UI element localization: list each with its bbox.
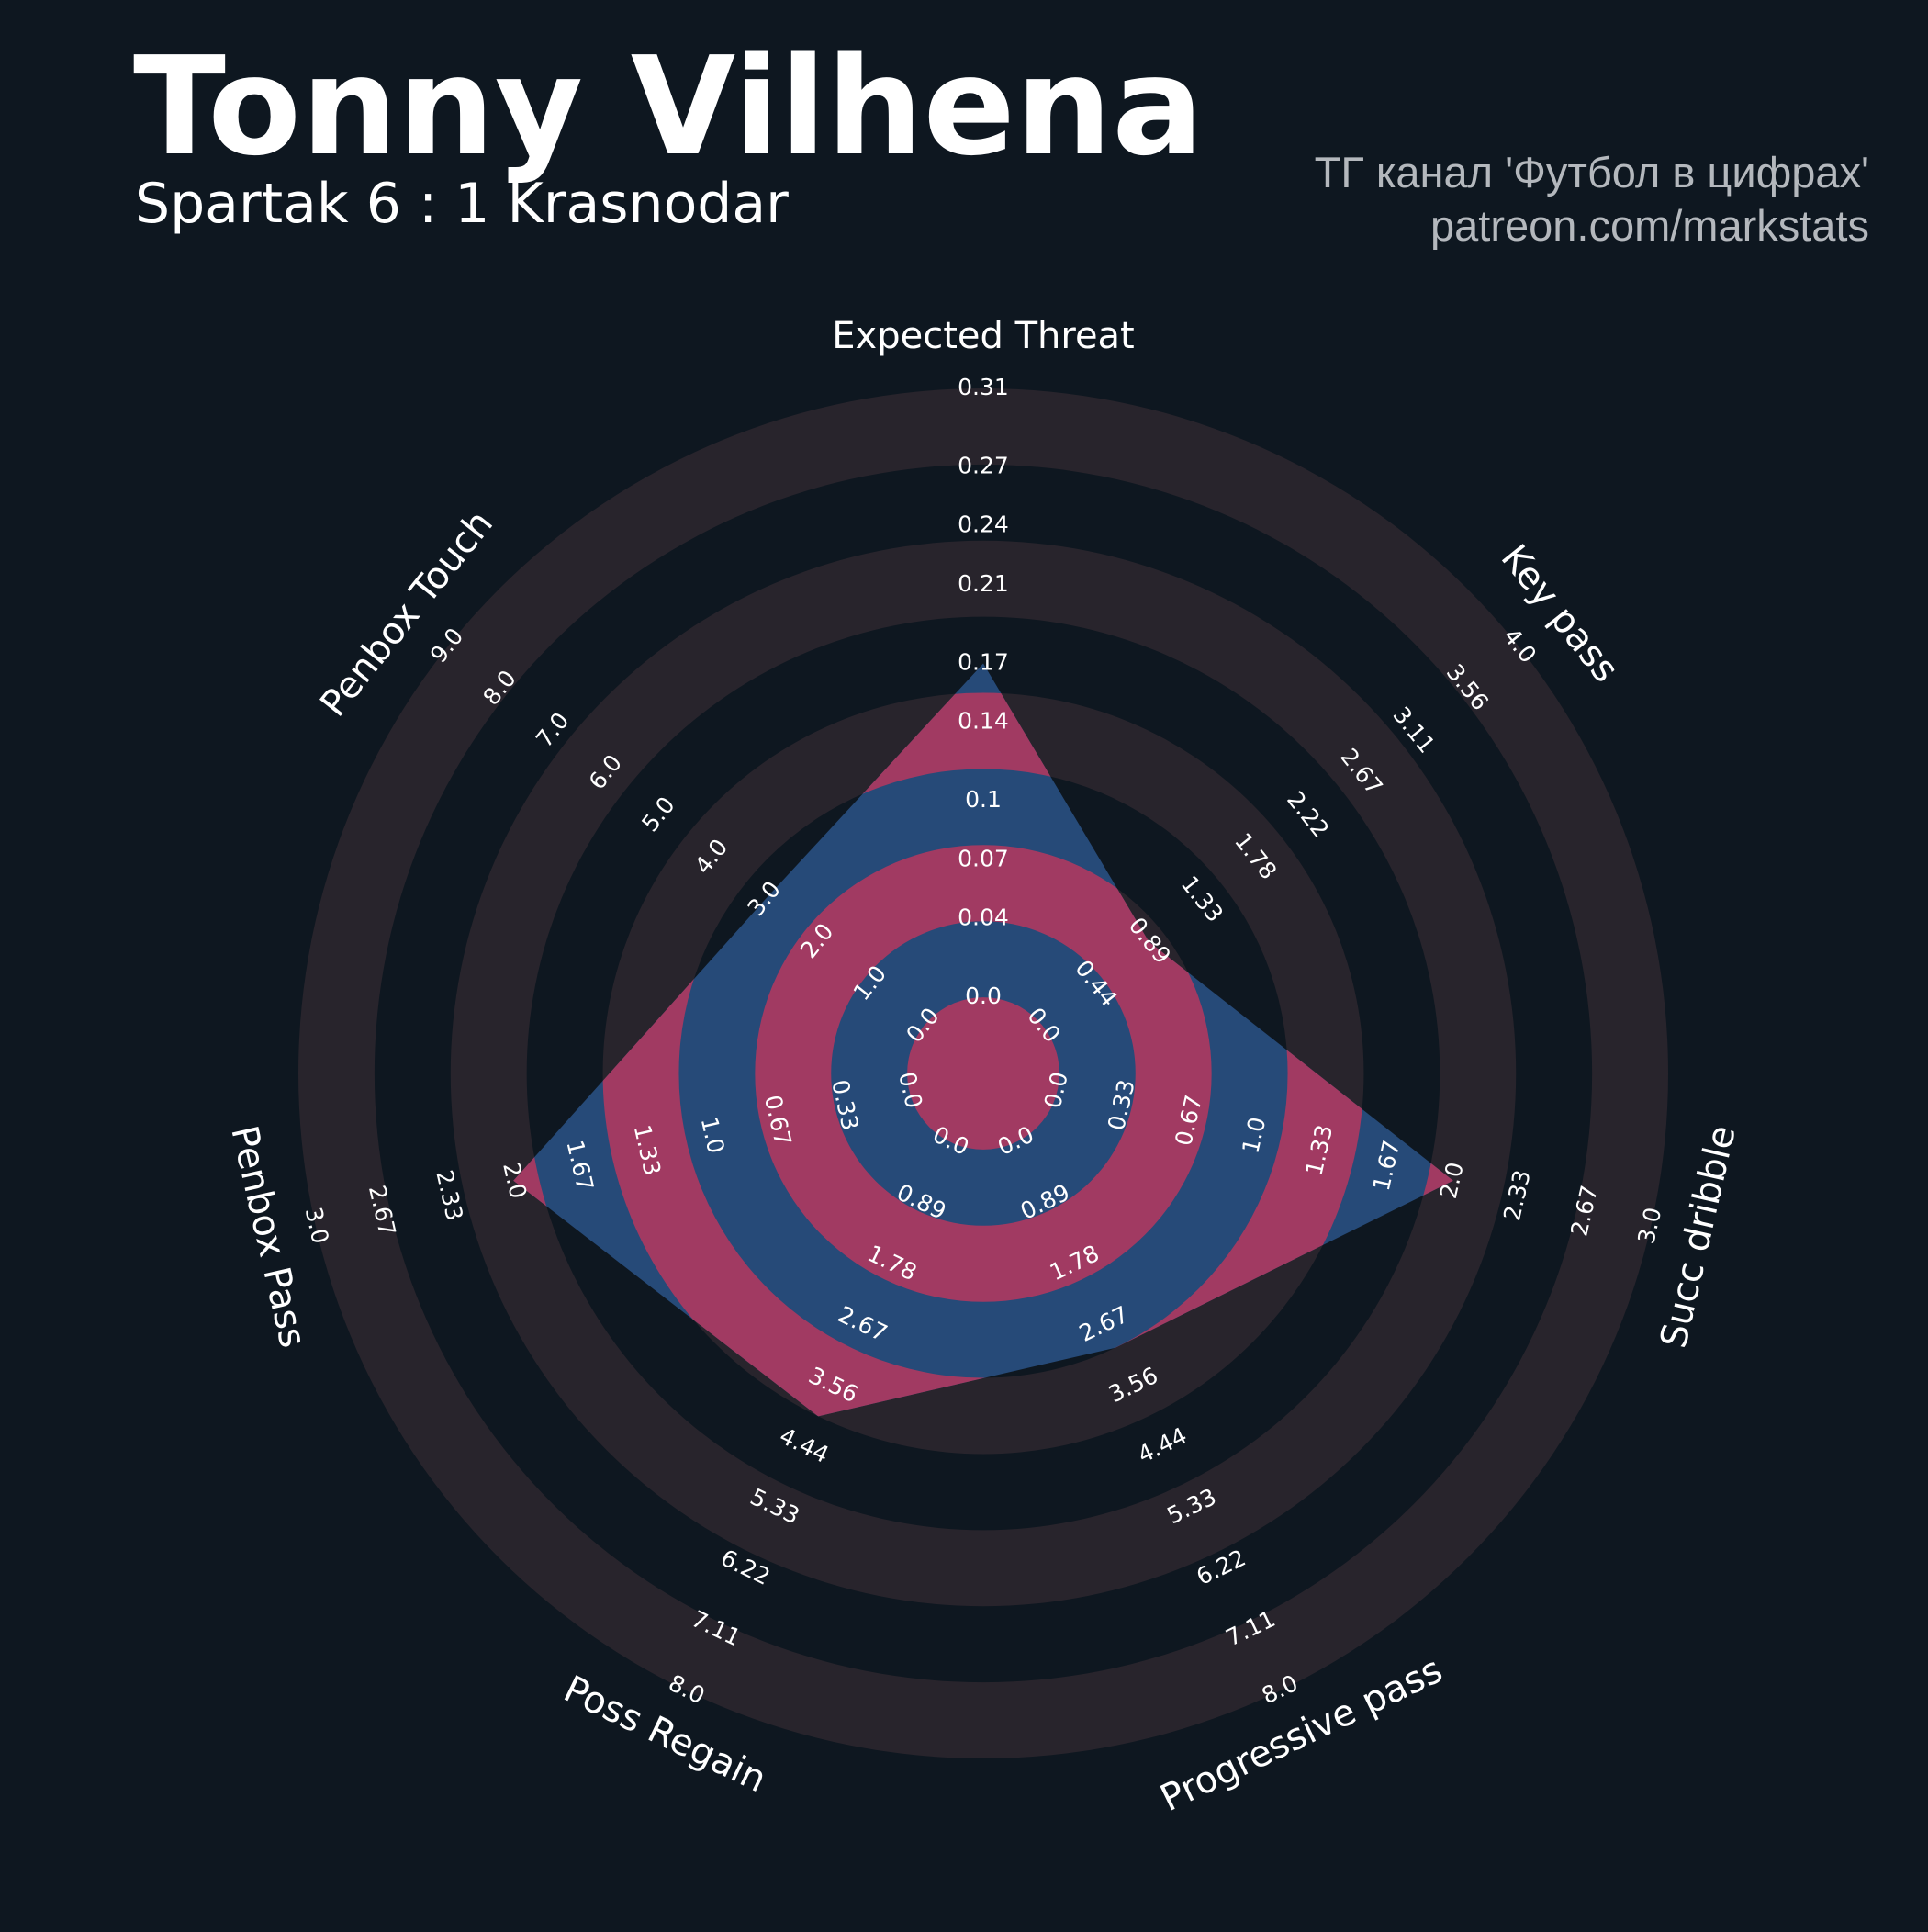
range-label: 0.27 [958,453,1009,479]
ring-overlap-band [907,997,1059,1150]
range-label: 4.44 [776,1422,834,1468]
param-label: Succ dribble [1653,1121,1744,1352]
param-label: Expected Threat [832,315,1135,357]
range-label: 0.0 [965,983,1002,1009]
range-label: 0.21 [958,570,1009,597]
range-label: 0.14 [958,708,1009,735]
credit: patreon.com/markstats [1430,201,1869,250]
range-label: 0.04 [958,904,1009,931]
range-label: 4.44 [1134,1422,1192,1468]
subtitle: Spartak 6 : 1 Krasnodar [135,172,789,236]
credit: ТГ канал 'Футбол в цифрах' [1315,148,1869,197]
range-label: 0.31 [958,374,1009,400]
ring-overlap-band [755,845,1212,1302]
range-label: 5.0 [636,792,679,837]
range-label: 0.17 [958,648,1009,675]
param-label: Penbox Pass [222,1122,314,1352]
range-label: 0.07 [958,845,1009,871]
title: Tonny Vilhena [133,28,1204,185]
range-label: 2.22 [1282,786,1334,843]
range-label: 0.24 [958,511,1009,538]
range-label: 0.1 [965,786,1002,813]
ring-overlap [513,663,1453,1417]
